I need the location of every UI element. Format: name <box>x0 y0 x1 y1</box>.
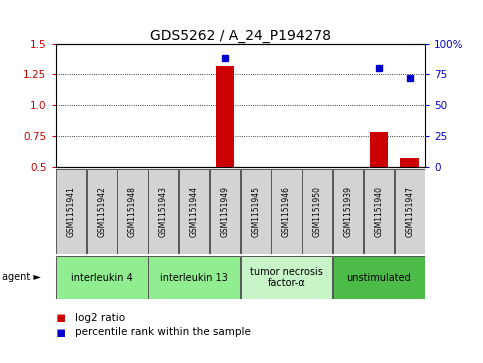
Bar <box>400 158 419 167</box>
Text: interleukin 4: interleukin 4 <box>71 273 133 283</box>
Text: GSM1151950: GSM1151950 <box>313 186 322 237</box>
Text: GSM1151947: GSM1151947 <box>405 186 414 237</box>
Text: ▪: ▪ <box>56 325 66 340</box>
Bar <box>364 169 394 254</box>
Text: interleukin 13: interleukin 13 <box>160 273 228 283</box>
Bar <box>241 256 332 299</box>
Bar <box>395 169 425 254</box>
Text: GSM1151939: GSM1151939 <box>343 186 353 237</box>
Bar <box>179 169 209 254</box>
Bar <box>215 66 234 167</box>
Bar <box>241 169 271 254</box>
Bar <box>117 169 148 254</box>
Bar <box>333 256 425 299</box>
Text: GSM1151941: GSM1151941 <box>67 186 75 237</box>
Bar <box>271 169 301 254</box>
Text: log2 ratio: log2 ratio <box>75 313 125 323</box>
Text: tumor necrosis
factor-α: tumor necrosis factor-α <box>250 267 323 289</box>
Text: agent ►: agent ► <box>2 272 41 282</box>
Text: GSM1151946: GSM1151946 <box>282 186 291 237</box>
Bar <box>210 169 240 254</box>
Text: percentile rank within the sample: percentile rank within the sample <box>75 327 251 337</box>
Text: GSM1151942: GSM1151942 <box>97 186 106 237</box>
Bar <box>369 132 388 167</box>
Text: unstimulated: unstimulated <box>346 273 411 283</box>
Text: GSM1151944: GSM1151944 <box>190 186 199 237</box>
Text: ▪: ▪ <box>56 310 66 325</box>
Bar <box>56 169 86 254</box>
Text: GSM1151948: GSM1151948 <box>128 186 137 237</box>
Text: GSM1151949: GSM1151949 <box>220 186 229 237</box>
Bar <box>148 169 178 254</box>
Text: GSM1151943: GSM1151943 <box>159 186 168 237</box>
Text: GSM1151945: GSM1151945 <box>251 186 260 237</box>
Bar <box>333 169 363 254</box>
Text: GSM1151940: GSM1151940 <box>374 186 384 237</box>
Bar <box>86 169 117 254</box>
Bar <box>148 256 240 299</box>
Bar <box>302 169 332 254</box>
Title: GDS5262 / A_24_P194278: GDS5262 / A_24_P194278 <box>150 29 331 42</box>
Bar <box>56 256 148 299</box>
